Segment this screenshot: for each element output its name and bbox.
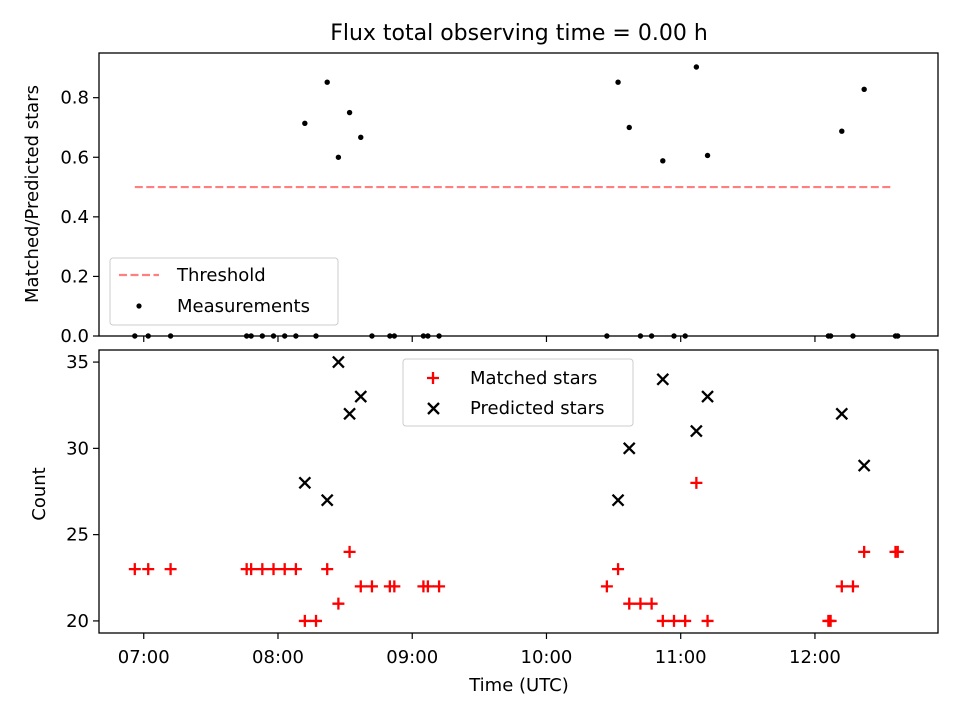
predicted-star-point (857, 459, 871, 472)
top-y-axis: 0.0 0.2 0.4 0.6 0.8 (60, 88, 99, 347)
top-y-axis-label: Matched/Predicted stars (22, 85, 43, 303)
predicted-star-point (343, 407, 356, 421)
bottom-x-tick-label: 07:00 (118, 647, 170, 668)
bottom-legend-box (402, 358, 634, 427)
threshold-legend-label: Threshold (176, 265, 266, 286)
predicted-star-point (656, 373, 670, 386)
bottom-legend: Matched stars Predicted stars (402, 358, 634, 427)
top-y-tick-label: 0.4 (60, 207, 89, 228)
top-y-tick-label: 0.8 (60, 88, 89, 109)
matched-legend-marker (427, 372, 439, 384)
matched-star-point (278, 563, 291, 576)
predicted-star-point (835, 407, 849, 421)
measurement-point (615, 79, 621, 85)
matched-star-point (433, 580, 446, 593)
matched-star-point (858, 545, 871, 558)
top-plot-frame (98, 52, 939, 337)
matched-star-point (267, 563, 280, 576)
matched-star-point (645, 597, 658, 610)
measurements-legend-marker (136, 303, 142, 309)
matched-star-point (388, 580, 401, 593)
matched-star-point (600, 580, 613, 593)
matched-star-point (690, 476, 703, 489)
matched-star-point (310, 614, 323, 627)
top-x-axis-ticks (143, 336, 816, 342)
matched-star-point (891, 545, 904, 558)
bottom-y-axis-label: Count (29, 467, 50, 520)
x-axis-label: Time (UTC) (468, 675, 569, 696)
matched-star-point (679, 614, 692, 627)
predicted-star-point (332, 355, 345, 369)
matched-star-point (623, 597, 636, 610)
measurement-point (302, 120, 308, 127)
top-y-tick-label: 0.2 (60, 266, 89, 287)
matched-star-point (245, 563, 258, 576)
top-legend-box (109, 257, 339, 326)
measurement-point (346, 109, 353, 116)
predicted-star-point (320, 493, 334, 507)
top-y-tick-label: 0.6 (60, 147, 89, 168)
matched-star-point (656, 614, 669, 627)
matched-star-point (354, 580, 367, 593)
matched-star-point (142, 563, 155, 576)
bottom-y-tick-label: 20 (66, 611, 89, 632)
chart-title: Flux total observing time = 0.00 h (330, 21, 708, 46)
matched-star-point (701, 614, 714, 627)
measurement-point (861, 86, 867, 93)
measurement-point (839, 128, 845, 134)
matched-star-point (846, 580, 859, 593)
predicted-star-point (354, 390, 368, 403)
top-y-tick-label: 0.0 (60, 326, 89, 347)
measurement-point (660, 158, 666, 164)
matched-star-point (128, 563, 141, 576)
predicted-star-point (611, 493, 625, 507)
bottom-x-tick-label: 09:00 (386, 647, 438, 668)
matched-legend-label: Matched stars (470, 368, 597, 389)
matched-star-point (835, 580, 848, 593)
bottom-x-axis: 07:00 08:00 09:00 10:00 11:00 12:00 (118, 633, 841, 668)
bottom-plot-frame (98, 349, 939, 634)
matched-star-point (667, 614, 680, 627)
matched-star-point (421, 580, 434, 593)
measurement-point (626, 124, 632, 131)
bottom-plot-marks (128, 355, 904, 627)
bottom-x-tick-label: 11:00 (655, 647, 707, 668)
bottom-y-tick-label: 25 (66, 525, 89, 546)
predicted-star-point (298, 476, 312, 490)
measurement-point (358, 134, 364, 141)
predicted-star-point (622, 442, 636, 455)
matched-star-point (298, 614, 311, 627)
top-panel: 0.00.20.40.60.8 Matched/Predicted stars … (22, 52, 939, 347)
top-legend: Threshold Measurements (109, 257, 339, 326)
bottom-x-tick-label: 12:00 (789, 647, 841, 668)
matched-star-point (256, 563, 269, 576)
bottom-y-axis: 20 25 30 35 (66, 352, 99, 632)
matched-star-point (164, 563, 177, 576)
matched-star-point (289, 563, 302, 576)
predicted-star-point (701, 390, 714, 403)
bottom-y-tick-label: 30 (66, 438, 89, 459)
matched-star-point (612, 563, 625, 576)
predicted-star-point (690, 424, 703, 438)
bottom-x-tick-label: 08:00 (252, 647, 304, 668)
measurements-legend-label: Measurements (177, 296, 310, 317)
measurement-point (335, 154, 342, 160)
matched-star-point (332, 597, 345, 610)
bottom-x-tick-label: 10:00 (521, 647, 573, 668)
matched-star-point (321, 563, 334, 576)
matched-star-point (824, 614, 837, 627)
matched-star-point (343, 545, 356, 558)
matched-star-point (634, 597, 647, 610)
predicted-legend-label: Predicted stars (470, 398, 604, 419)
measurement-point (693, 64, 700, 70)
matched-star-point (365, 580, 378, 593)
bottom-y-tick-label: 35 (66, 352, 89, 373)
measurement-point (324, 79, 330, 85)
predicted-legend-marker (427, 402, 440, 415)
measurement-point (704, 152, 711, 159)
